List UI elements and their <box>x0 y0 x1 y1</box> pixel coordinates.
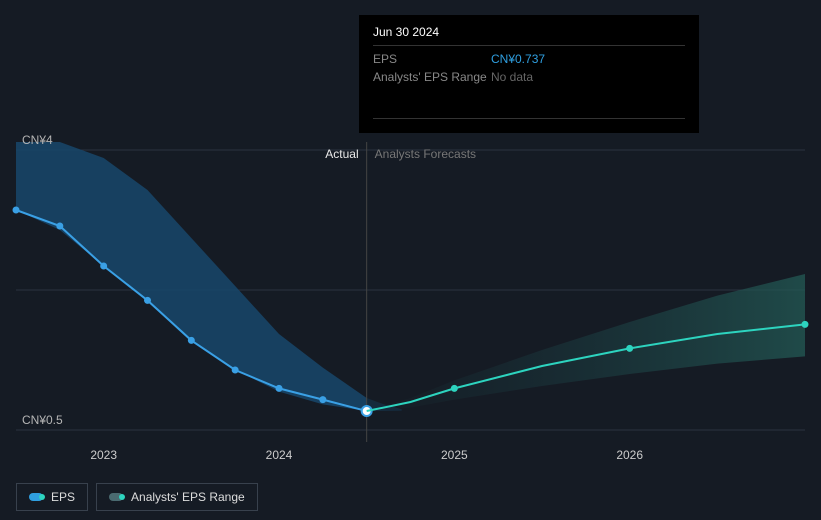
eps-point[interactable] <box>232 367 239 374</box>
tooltip-row-label: Analysts' EPS Range <box>373 70 491 84</box>
x-axis-label: 2024 <box>266 448 293 462</box>
legend-swatch <box>109 493 123 501</box>
tooltip-divider <box>373 45 685 46</box>
tooltip-row-value: CN¥0.737 <box>491 52 545 66</box>
legend-item[interactable]: EPS <box>16 483 88 511</box>
legend-label: Analysts' EPS Range <box>131 490 245 504</box>
legend: EPS Analysts' EPS Range <box>16 483 258 511</box>
forecast-point[interactable] <box>802 321 809 328</box>
x-axis-label: 2026 <box>616 448 643 462</box>
y-axis-label: CN¥4 <box>22 133 53 147</box>
eps-point[interactable] <box>13 207 20 214</box>
x-axis-label: 2023 <box>90 448 117 462</box>
y-axis-label: CN¥0.5 <box>22 413 63 427</box>
tooltip-row: Analysts' EPS RangeNo data <box>373 68 685 86</box>
tooltip-footer-divider <box>373 118 685 119</box>
tooltip-row-label: EPS <box>373 52 491 66</box>
eps-point[interactable] <box>188 337 195 344</box>
eps-point[interactable] <box>319 396 326 403</box>
section-label-forecast: Analysts Forecasts <box>375 147 476 161</box>
forecast-point[interactable] <box>451 385 458 392</box>
range-band-historical <box>16 142 367 411</box>
tooltip-row-value: No data <box>491 70 533 84</box>
legend-swatch <box>29 493 43 501</box>
tooltip-row: EPSCN¥0.737 <box>373 50 685 68</box>
eps-point[interactable] <box>100 263 107 270</box>
range-band-forecast <box>367 274 805 411</box>
tooltip-date: Jun 30 2024 <box>373 25 685 39</box>
chart-tooltip: Jun 30 2024 EPSCN¥0.737Analysts' EPS Ran… <box>359 15 699 133</box>
eps-point[interactable] <box>276 385 283 392</box>
eps-point[interactable] <box>56 223 63 230</box>
forecast-point[interactable] <box>626 345 633 352</box>
legend-item[interactable]: Analysts' EPS Range <box>96 483 258 511</box>
legend-label: EPS <box>51 490 75 504</box>
x-axis-label: 2025 <box>441 448 468 462</box>
section-label-actual: Actual <box>325 147 358 161</box>
eps-chart-container: CN¥4 CN¥0.5 2023 2024 2025 2026 Actual Analysts… <box>0 0 821 520</box>
eps-point[interactable] <box>144 297 151 304</box>
